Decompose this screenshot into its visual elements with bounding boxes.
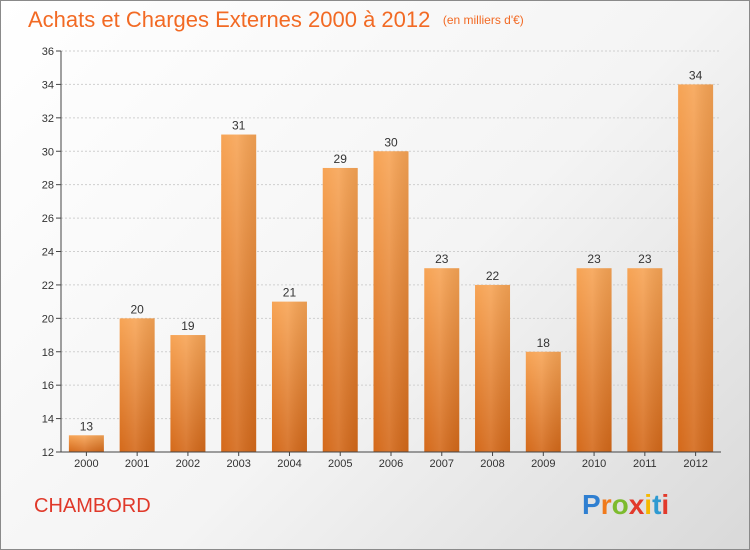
brand-letter: x xyxy=(628,489,645,520)
y-tick-label: 22 xyxy=(42,280,54,292)
value-label-2007: 23 xyxy=(435,252,449,266)
x-tick-label-2006: 2006 xyxy=(379,458,403,470)
value-label-2009: 18 xyxy=(537,336,551,350)
y-tick-label: 16 xyxy=(42,380,54,392)
brand-letter: o xyxy=(611,489,629,520)
value-label-2001: 20 xyxy=(130,302,144,316)
bar-shine-2000 xyxy=(68,435,104,452)
x-tick-label-2003: 2003 xyxy=(226,458,250,470)
y-tick-label: 28 xyxy=(42,180,54,192)
y-tick-label: 20 xyxy=(42,313,54,325)
y-tick-label: 14 xyxy=(42,414,54,426)
x-tick-label-2012: 2012 xyxy=(683,458,707,470)
value-label-2006: 30 xyxy=(384,135,398,149)
value-label-2011: 23 xyxy=(638,252,652,266)
brand-letter: P xyxy=(582,489,601,520)
brand-letter: r xyxy=(600,489,612,520)
x-tick-label-2001: 2001 xyxy=(125,458,149,470)
value-label-2000: 13 xyxy=(80,419,94,433)
bar-shine-2012 xyxy=(678,84,714,453)
bar-shine-2007 xyxy=(424,268,460,452)
bars: 13 20 19 31 21 29 30 23 22 18 23 23 34 xyxy=(68,68,714,453)
y-tick-label: 18 xyxy=(42,347,54,359)
bar-shine-2006 xyxy=(373,151,409,452)
bar-shine-2008 xyxy=(475,284,511,452)
value-label-2008: 22 xyxy=(486,269,500,283)
value-label-2012: 34 xyxy=(689,68,703,82)
x-tick-label-2000: 2000 xyxy=(74,458,98,470)
bar-shine-2001 xyxy=(119,318,155,452)
value-label-2002: 19 xyxy=(181,319,195,333)
x-tick-label-2011: 2011 xyxy=(633,458,657,470)
proxiti-logo: Proxiti xyxy=(582,489,669,521)
x-tick-label-2008: 2008 xyxy=(480,458,504,470)
value-label-2003: 31 xyxy=(232,119,246,133)
value-label-2004: 21 xyxy=(283,286,297,300)
brand-letter: t xyxy=(652,489,662,520)
bar-shine-2010 xyxy=(576,268,612,452)
bar-shine-2002 xyxy=(170,335,206,452)
y-tick-label: 34 xyxy=(42,79,54,91)
y-tick-label: 24 xyxy=(42,247,54,259)
brand-letter: i xyxy=(644,489,653,520)
x-tick-label-2010: 2010 xyxy=(582,458,606,470)
bar-shine-2005 xyxy=(322,167,358,453)
y-tick-label: 12 xyxy=(42,447,54,459)
axes: 12 14 16 18 20 22 24 26 28 30 32 34 36 2000 2001 2002 20… xyxy=(42,46,721,470)
value-label-2010: 23 xyxy=(587,252,601,266)
brand-letter: i xyxy=(661,489,670,520)
chart-title-block: Achats et Charges Externes 2000 à 2012 (… xyxy=(28,7,524,33)
chart-title: Achats et Charges Externes 2000 à 2012 xyxy=(28,7,431,32)
bar-shine-2011 xyxy=(627,268,663,452)
y-tick-label: 36 xyxy=(42,46,54,58)
y-tick-label: 30 xyxy=(42,146,54,158)
y-tick-label: 32 xyxy=(42,113,54,125)
bar-shine-2009 xyxy=(525,351,561,452)
commune-name: CHAMBORD xyxy=(34,495,151,517)
y-tick-label: 26 xyxy=(42,213,54,225)
value-label-2005: 29 xyxy=(334,152,348,166)
x-tick-label-2005: 2005 xyxy=(328,458,352,470)
x-tick-label-2009: 2009 xyxy=(531,458,555,470)
x-tick-label-2007: 2007 xyxy=(430,458,454,470)
x-tick-label-2002: 2002 xyxy=(176,458,200,470)
bar-shine-2003 xyxy=(221,134,257,452)
x-tick-label-2004: 2004 xyxy=(277,458,301,470)
chart-subtitle: (en milliers d'€) xyxy=(442,13,524,27)
bar-shine-2004 xyxy=(271,301,307,452)
